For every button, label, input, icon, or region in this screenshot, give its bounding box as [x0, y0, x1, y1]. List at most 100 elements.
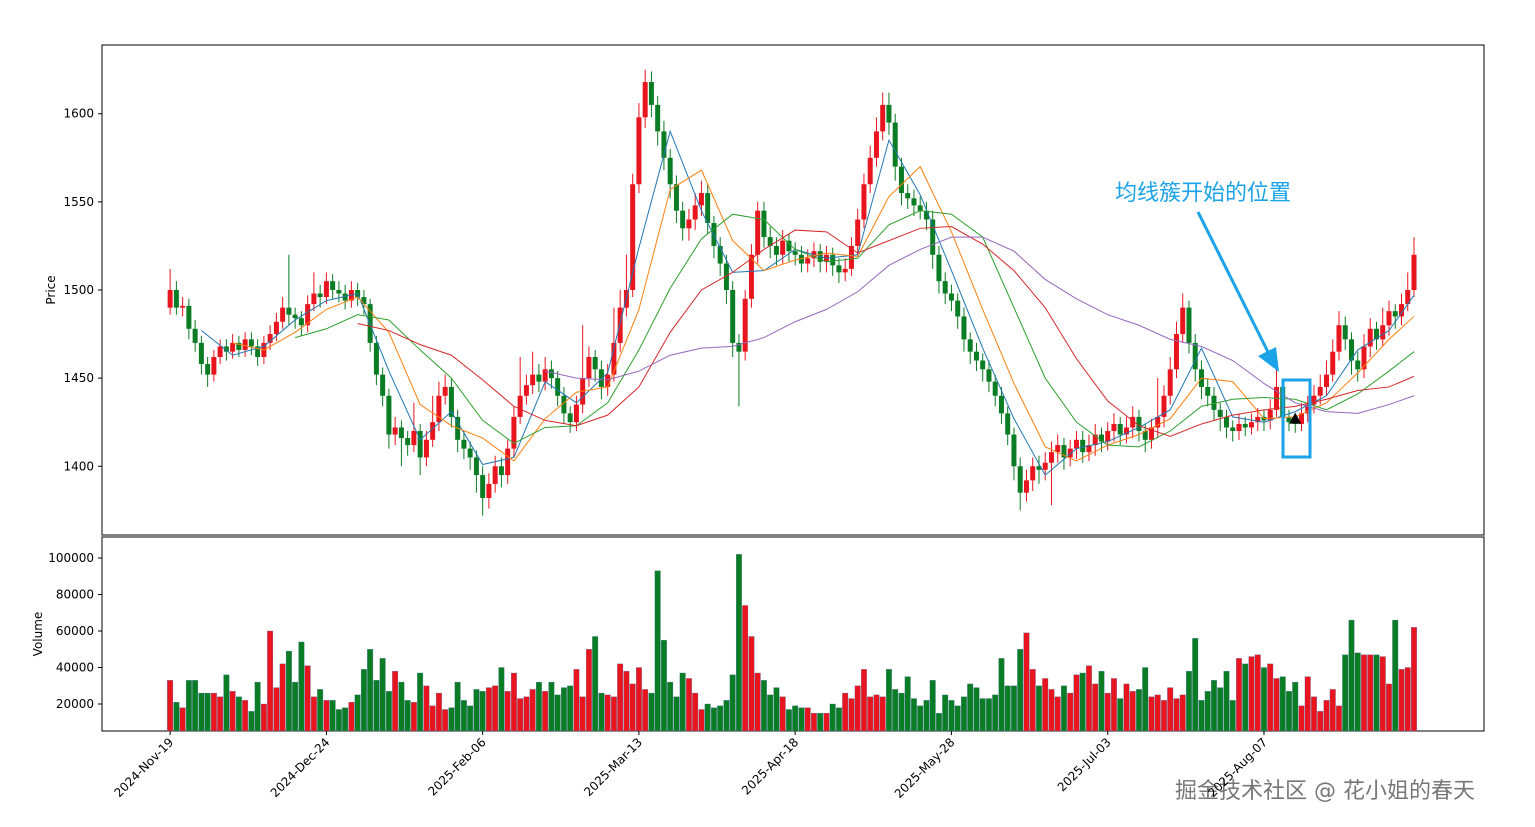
candle-body — [1155, 416, 1161, 428]
volume-bar — [198, 692, 205, 732]
volume-bar — [235, 696, 242, 732]
candle-body — [1361, 346, 1367, 370]
volume-bar — [629, 683, 636, 732]
volume-bar — [1411, 627, 1417, 732]
candle-body — [417, 431, 423, 458]
volume-bar — [417, 672, 424, 732]
volume-bar — [673, 696, 680, 732]
volume-bar — [298, 641, 305, 732]
volume-bar — [710, 707, 717, 732]
candle-body — [442, 386, 448, 396]
volume-bar — [1036, 685, 1042, 732]
candle-body — [698, 193, 704, 206]
candle-body — [898, 166, 904, 194]
candle-body — [923, 210, 929, 220]
candle-body — [1048, 452, 1054, 463]
volume-bar — [1142, 667, 1149, 732]
candle-body — [211, 356, 217, 375]
candle-body — [598, 369, 604, 387]
candle-body — [867, 157, 873, 185]
price-panel — [101, 44, 1485, 536]
volume-bar — [660, 639, 667, 732]
volume-bar — [323, 700, 330, 732]
candle-body — [692, 205, 698, 220]
volume-bar — [1179, 694, 1186, 732]
candle-body — [755, 210, 761, 255]
candle-body — [1067, 448, 1073, 458]
volume-bar — [860, 669, 867, 732]
volume-tick-label: 40000 — [56, 660, 94, 674]
volume-bar — [823, 712, 830, 732]
volume-bar — [1229, 700, 1236, 732]
candle-body — [1123, 427, 1129, 435]
candle-body — [1117, 423, 1123, 435]
candle-body — [248, 339, 254, 347]
volume-bar — [1004, 685, 1011, 732]
volume-bar — [1167, 687, 1174, 732]
volume-bar — [961, 696, 967, 732]
candle-body — [986, 369, 992, 382]
volume-bar — [360, 669, 367, 732]
volume-bar — [1017, 649, 1024, 732]
candle-body — [1236, 423, 1242, 432]
candle-body — [1017, 466, 1023, 493]
candle-body — [936, 254, 942, 282]
volume-bar — [173, 702, 180, 732]
volume-bar — [604, 694, 611, 732]
candle-body — [373, 342, 379, 375]
volume-bar — [767, 694, 774, 732]
volume-bar — [1054, 696, 1061, 732]
candle-body — [780, 240, 786, 255]
candle-body — [1086, 445, 1092, 453]
volume-bar — [892, 689, 899, 732]
candle-body — [1042, 462, 1048, 470]
volume-bar — [398, 681, 405, 732]
volume-bar — [685, 678, 692, 732]
volume-bar — [410, 702, 417, 732]
volume-bar — [967, 683, 974, 732]
candle-body — [430, 422, 436, 440]
candle-body — [1105, 431, 1111, 442]
candle-body — [848, 245, 854, 269]
volume-bar — [567, 685, 574, 732]
candle-body — [1380, 325, 1386, 340]
x-tick-label: 2024-Dec-24 — [268, 735, 333, 800]
candle-body — [1267, 409, 1273, 421]
candle-body — [830, 254, 836, 266]
candle-body — [498, 466, 504, 476]
volume-bar — [879, 696, 886, 732]
candle-body — [198, 342, 204, 365]
volume-bar — [1123, 683, 1130, 732]
candle-body — [398, 427, 404, 439]
volume-bar — [1048, 689, 1055, 732]
candle-body — [361, 297, 367, 305]
volume-bar — [1086, 665, 1092, 732]
volume-bar — [1079, 672, 1086, 732]
volume-bar — [279, 663, 286, 732]
volume-bar — [310, 696, 317, 732]
volume-bar — [779, 696, 786, 732]
volume-bar — [242, 700, 249, 732]
volume-bar — [560, 687, 567, 732]
candle-body — [392, 427, 398, 435]
candle-body — [380, 374, 386, 396]
candle-body — [1398, 304, 1404, 317]
candle-body — [448, 386, 454, 417]
volume-bar — [392, 670, 399, 732]
y-tick-label: 1550 — [63, 195, 94, 209]
candle-body — [905, 193, 911, 199]
candle-body — [480, 475, 486, 498]
volume-bar — [229, 691, 236, 732]
volume-bar — [1398, 669, 1405, 732]
volume-bar — [867, 696, 874, 732]
candle-body — [536, 374, 542, 382]
candle-body — [1167, 369, 1173, 396]
volume-bar — [185, 680, 192, 732]
volume-bar — [1204, 691, 1211, 732]
volume-bar — [579, 696, 586, 732]
volume-bar — [642, 689, 649, 732]
volume-bar — [448, 707, 455, 732]
volume-bar — [1267, 663, 1274, 732]
volume-bar — [442, 709, 449, 732]
candle-body — [967, 339, 973, 352]
